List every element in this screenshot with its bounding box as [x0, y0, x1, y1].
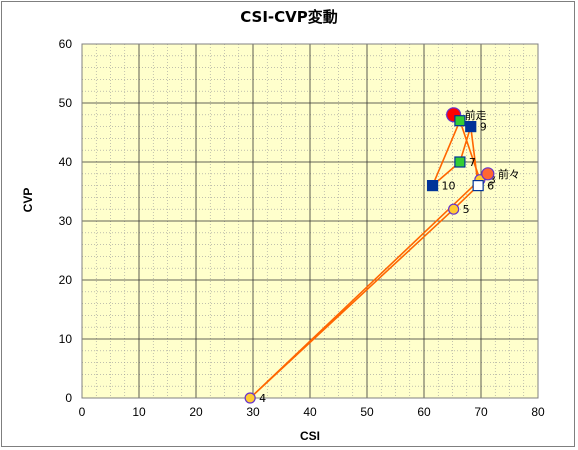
data-label: 10 — [442, 180, 456, 193]
y-tick-label: 60 — [59, 37, 73, 51]
data-point-square — [454, 115, 466, 127]
data-label: 6 — [487, 180, 494, 193]
y-tick-label: 50 — [59, 96, 73, 110]
data-point-circle — [481, 167, 495, 181]
y-tick-label: 0 — [65, 391, 72, 405]
data-label: 前走 — [465, 108, 487, 122]
data-label: 9 — [480, 121, 487, 134]
data-point-circle — [448, 203, 460, 215]
data-point-square — [426, 180, 439, 192]
x-tick-label: 60 — [417, 405, 431, 419]
data-point-square — [454, 156, 466, 168]
y-tick-label: 20 — [59, 273, 73, 287]
y-tick-label: 40 — [59, 155, 73, 169]
chart-title: CSI-CVP変動 — [240, 8, 338, 26]
data-label: 7 — [469, 156, 476, 169]
x-tick-label: 10 — [132, 405, 146, 419]
plot-border — [81, 43, 539, 399]
x-tick-label: 30 — [246, 405, 260, 419]
data-point-square — [465, 120, 477, 133]
data-label: 前々 — [498, 167, 520, 181]
data-label: 5 — [463, 203, 470, 216]
x-tick-label: 80 — [531, 405, 545, 419]
y-axis-label: CVP — [21, 188, 35, 213]
x-axis-label: CSI — [300, 429, 320, 443]
plot-area: 0 10 20 30 40 50 60 70 80 0 10 20 30 40 50 60 4 5 3 前々 6 10 7 前… — [59, 37, 545, 419]
data-label: 4 — [259, 392, 266, 405]
data-point-square — [472, 180, 484, 192]
data-label: 3 — [489, 174, 496, 187]
y-tick-label: 30 — [59, 214, 73, 228]
x-tick-label: 40 — [303, 405, 317, 419]
data-point-circle — [244, 392, 256, 404]
x-tick-label: 20 — [189, 405, 203, 419]
x-tick-label: 70 — [474, 405, 488, 419]
x-tick-label: 0 — [79, 405, 86, 419]
y-tick-label: 10 — [59, 332, 73, 346]
x-tick-label: 50 — [360, 405, 374, 419]
